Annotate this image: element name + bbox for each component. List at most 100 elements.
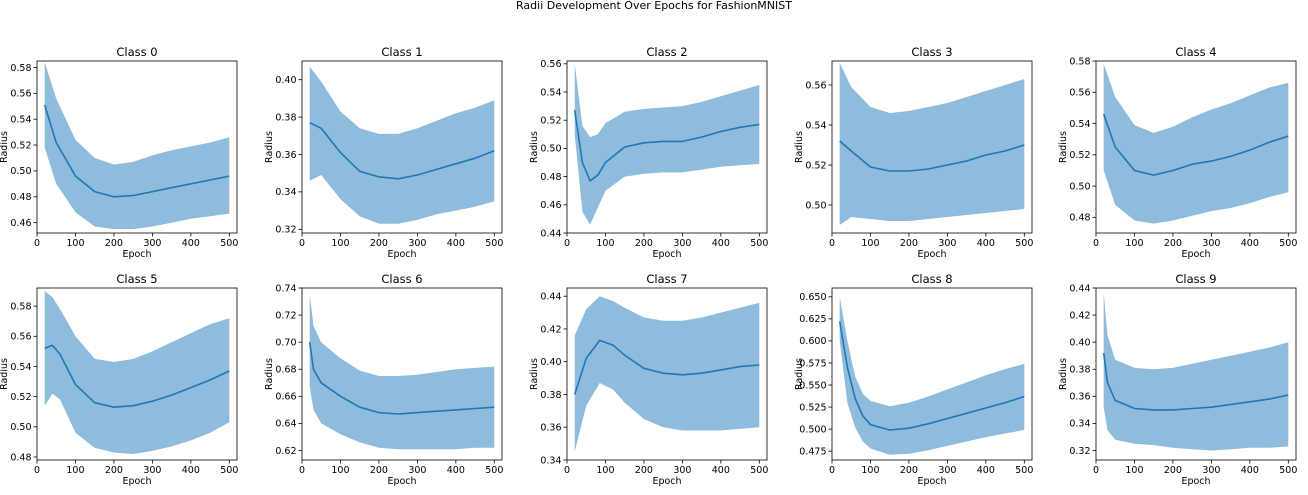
axes-frame [1095,60,1297,234]
y-tick-label: 0.40 [275,75,296,86]
y-tick-label: 0.44 [540,228,561,239]
y-tick-label: 0.58 [1069,56,1090,67]
subplot-title: Class 6 [381,272,422,286]
x-tick-label: 200 [105,238,123,249]
x-tick-label: 100 [1125,238,1143,249]
y-tick-label: 0.52 [10,140,31,151]
y-tick-label: 0.56 [805,80,826,91]
x-tick-label: 100 [861,238,879,249]
std-band [309,294,495,450]
x-tick-label: 300 [673,238,691,249]
x-tick-label: 0 [299,238,305,249]
x-tick-label: 200 [1164,465,1182,476]
y-tick-label: 0.34 [1069,419,1090,430]
std-band [309,66,495,224]
x-axis-label: Epoch [122,476,151,487]
y-axis-label: Radius [0,131,10,163]
std-band [1103,64,1289,224]
y-axis-label: Radius [1058,131,1069,163]
x-tick-label: 200 [370,465,388,476]
y-tick-label: 0.36 [1069,392,1090,403]
y-tick-label: 0.38 [275,112,296,123]
axes-frame [36,60,238,234]
y-tick-label: 0.500 [799,424,826,435]
x-axis-label: Epoch [917,249,946,260]
axes-frame [301,60,503,234]
x-tick-label: 0 [564,465,570,476]
x-tick-label: 400 [712,238,730,249]
x-tick-label: 300 [1202,465,1220,476]
x-tick-label: 100 [596,465,614,476]
y-tick-label: 0.46 [540,200,561,211]
y-tick-label: 0.42 [540,324,561,335]
x-tick-label: 300 [143,465,161,476]
y-tick-label: 0.50 [1069,181,1090,192]
mean-radius-line [1102,113,1289,176]
subplot-class-3: 0 100 200 300 400 500 0.50 0.52 0.54 0.56 Class 3 E… [794,45,1033,260]
subplot-title: Class 1 [381,45,422,59]
y-tick-label: 0.58 [10,301,31,312]
mean-radius-line [309,121,495,180]
mean-radius-line [308,342,495,415]
y-tick-label: 0.48 [10,192,31,203]
x-axis-label: Epoch [122,249,151,260]
std-band [44,291,230,454]
x-tick-label: 0 [564,238,570,249]
x-axis-label: Epoch [387,476,416,487]
x-tick-label: 500 [1279,465,1297,476]
y-tick-label: 0.52 [805,160,826,171]
y-tick-label: 0.56 [10,332,31,343]
subplot-title: Class 0 [116,45,157,59]
x-tick-label: 400 [712,465,730,476]
y-axis-label: Radius [529,358,540,390]
x-tick-label: 300 [938,238,956,249]
y-tick-label: 0.56 [540,59,561,70]
y-tick-label: 0.34 [540,455,561,466]
x-tick-label: 0 [829,465,835,476]
x-tick-label: 500 [485,238,503,249]
y-tick-label: 0.58 [10,63,31,74]
y-tick-label: 0.48 [10,452,31,463]
x-tick-label: 0 [1093,238,1099,249]
subplot-class-1: 0 100 200 300 400 500 0.32 0.34 0.36 0.38 0.40 Clas… [264,45,503,260]
y-tick-label: 0.32 [275,225,296,236]
y-axis-label: Radius [264,131,275,163]
y-tick-label: 0.72 [275,310,296,321]
x-axis-label: Epoch [387,249,416,260]
y-tick-label: 0.52 [1069,150,1090,161]
y-tick-label: 0.70 [275,337,296,348]
figure-title: Radii Development Over Epochs for Fashio… [516,0,792,12]
subplot-class-9: 0 100 200 300 400 500 0.32 0.34 0.36 0.38 0.40 0.42… [1058,272,1297,487]
subplot-class-4: 0 100 200 300 400 500 0.48 0.50 0.52 0.54 0.56 0.58… [1058,45,1297,260]
y-tick-label: 0.550 [799,380,826,391]
y-tick-label: 0.625 [799,314,826,325]
y-tick-label: 0.38 [540,390,561,401]
subplot-class-8: 0 100 200 300 400 500 0.475 0.500 0.525 0.550 0.57… [794,272,1033,487]
x-tick-label: 200 [1164,238,1182,249]
x-tick-label: 400 [977,238,995,249]
y-axis-label: Radius [1058,358,1069,390]
x-tick-label: 500 [485,465,503,476]
y-axis-label: Radius [0,358,10,390]
subplot-class-5: 0 100 200 300 400 500 0.48 0.50 0.52 0.54 0.56 0.58… [0,272,238,487]
x-tick-label: 200 [900,238,918,249]
y-tick-label: 0.56 [1069,88,1090,99]
x-tick-label: 400 [447,465,465,476]
y-axis-label: Radius [794,358,805,390]
x-tick-label: 100 [331,238,349,249]
x-tick-label: 0 [1093,465,1099,476]
y-tick-label: 0.48 [1069,213,1090,224]
y-tick-label: 0.50 [10,166,31,177]
x-tick-label: 100 [331,465,349,476]
y-tick-label: 0.54 [540,87,561,98]
mean-radius-line [839,140,1025,172]
x-tick-label: 200 [635,465,653,476]
y-tick-label: 0.50 [805,200,826,211]
subplot-title: Class 5 [116,272,157,286]
std-band [839,296,1025,455]
y-tick-label: 0.525 [799,402,826,413]
x-tick-label: 300 [673,465,691,476]
x-tick-label: 300 [938,465,956,476]
mean-radius-line [43,104,230,198]
x-axis-label: Epoch [917,476,946,487]
